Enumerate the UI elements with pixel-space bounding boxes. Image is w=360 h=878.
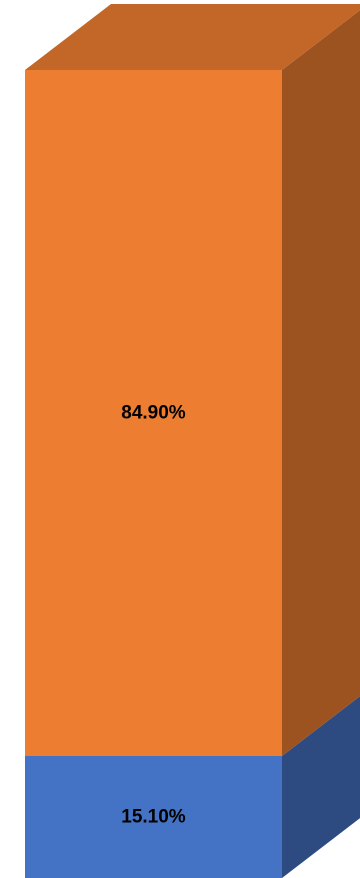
series-1-data-label: 84.90% — [121, 402, 186, 423]
series-1-bar — [25, 70, 282, 756]
series-0-side-face — [282, 696, 360, 878]
series-0-data-label: 15.10% — [121, 806, 186, 827]
series-1-top-face — [25, 4, 360, 70]
series-0-bar — [25, 755, 282, 878]
series-1-side-face — [282, 10, 360, 756]
